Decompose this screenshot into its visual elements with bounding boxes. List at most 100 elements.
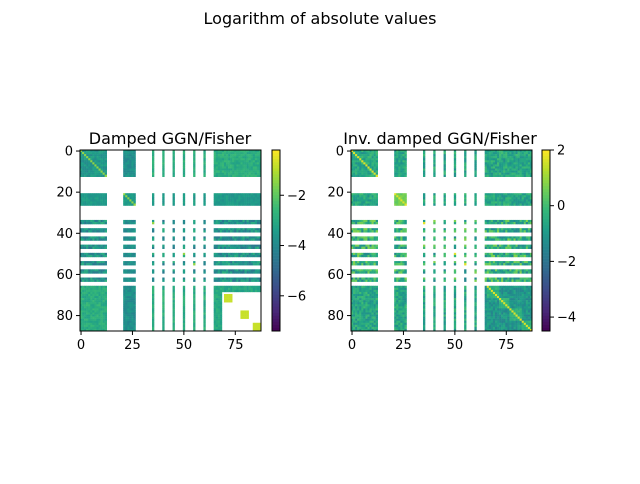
- heatmap-cell: [92, 162, 94, 164]
- heatmap-cell: [222, 288, 224, 290]
- heatmap-cell: [236, 245, 238, 247]
- heatmap-cell: [247, 197, 249, 199]
- heatmap-cell: [522, 280, 524, 282]
- heatmap-cell: [245, 288, 247, 290]
- heatmap-cell: [499, 290, 501, 292]
- heatmap-cell: [524, 173, 526, 175]
- heatmap-cell: [249, 171, 251, 173]
- heatmap-cell: [359, 288, 361, 290]
- heatmap-cell: [152, 230, 154, 232]
- heatmap-cell: [173, 253, 175, 255]
- heatmap-cell: [495, 195, 497, 197]
- heatmap-cell: [376, 286, 378, 288]
- heatmap-cell: [374, 238, 376, 240]
- heatmap-cell: [499, 286, 501, 288]
- heatmap-cell: [497, 173, 499, 175]
- heatmap-cell: [464, 269, 466, 271]
- heatmap-cell: [127, 162, 129, 164]
- heatmap-cell: [228, 164, 230, 166]
- heatmap-cell: [520, 175, 522, 177]
- heatmap-cell: [444, 308, 446, 310]
- x-tick-label: 75: [227, 338, 244, 353]
- heatmap-cell: [220, 171, 222, 173]
- heatmap-cell: [491, 261, 493, 263]
- heatmap-cell: [499, 315, 501, 317]
- heatmap-cell: [493, 296, 495, 298]
- heatmap-cell: [133, 195, 135, 197]
- heatmap-cell: [220, 173, 222, 175]
- heatmap-cell: [365, 164, 367, 166]
- heatmap-cell: [526, 288, 528, 290]
- heatmap-cell: [487, 166, 489, 168]
- heatmap-cell: [92, 152, 94, 154]
- heatmap-cell: [105, 294, 107, 296]
- heatmap-cell: [127, 175, 129, 177]
- heatmap-cell: [493, 302, 495, 304]
- heatmap-cell: [105, 323, 107, 325]
- heatmap-cell: [485, 197, 487, 199]
- heatmap-cell: [90, 193, 92, 195]
- heatmap-cell: [222, 166, 224, 168]
- heatmap-cell: [376, 271, 378, 273]
- heatmap-cell: [516, 154, 518, 156]
- heatmap-cell: [255, 280, 257, 282]
- heatmap-cell: [485, 288, 487, 290]
- heatmap-cell: [520, 280, 522, 282]
- heatmap-cell: [507, 317, 509, 319]
- heatmap-cell: [249, 278, 251, 280]
- heatmap-cell: [355, 220, 357, 222]
- heatmap-cell: [423, 253, 425, 255]
- heatmap-cell: [374, 156, 376, 158]
- heatmap-cell: [133, 230, 135, 232]
- heatmap-cell: [528, 228, 530, 230]
- heatmap-cell: [374, 173, 376, 175]
- heatmap-cell: [367, 298, 369, 300]
- heatmap-cell: [249, 166, 251, 168]
- heatmap-cell: [92, 247, 94, 249]
- heatmap-cell: [92, 156, 94, 158]
- heatmap-cell: [499, 162, 501, 164]
- heatmap-cell: [522, 310, 524, 312]
- heatmap-cell: [90, 152, 92, 154]
- heatmap-cell: [361, 195, 363, 197]
- heatmap-cell: [255, 323, 257, 325]
- heatmap-cell: [370, 158, 372, 160]
- heatmap-cell: [133, 321, 135, 323]
- heatmap-cell: [249, 160, 251, 162]
- heatmap-cell: [361, 304, 363, 306]
- heatmap-cell: [133, 220, 135, 222]
- heatmap-cell: [193, 310, 195, 312]
- heatmap-cell: [489, 288, 491, 290]
- heatmap-cell: [474, 302, 476, 304]
- heatmap-cell: [125, 298, 127, 300]
- heatmap-cell: [193, 321, 195, 323]
- heatmap-cell: [522, 175, 524, 177]
- heatmap-cell: [232, 197, 234, 199]
- heatmap-cell: [240, 171, 242, 173]
- heatmap-cell: [183, 323, 185, 325]
- heatmap-cell: [94, 271, 96, 273]
- heatmap-cell: [127, 203, 129, 205]
- heatmap-cell: [396, 308, 398, 310]
- heatmap-cell: [257, 245, 259, 247]
- heatmap-cell: [247, 199, 249, 201]
- heatmap-cell: [101, 236, 103, 238]
- heatmap-cell: [152, 253, 154, 255]
- heatmap-cell: [513, 306, 515, 308]
- heatmap-cell: [105, 310, 107, 312]
- heatmap-cell: [363, 171, 365, 173]
- heatmap-cell: [493, 166, 495, 168]
- heatmap-cell: [101, 271, 103, 273]
- heatmap-cell: [493, 152, 495, 154]
- heatmap-cell: [394, 298, 396, 300]
- heatmap-cell: [173, 269, 175, 271]
- heatmap-cell: [489, 160, 491, 162]
- heatmap-cell: [528, 308, 530, 310]
- heatmap-cell: [518, 164, 520, 166]
- heatmap-cell: [524, 308, 526, 310]
- heatmap-cell: [101, 280, 103, 282]
- heatmap-cell: [127, 271, 129, 273]
- heatmap-cell: [370, 238, 372, 240]
- heatmap-cells: [351, 150, 532, 331]
- heatmap-cell: [444, 175, 446, 177]
